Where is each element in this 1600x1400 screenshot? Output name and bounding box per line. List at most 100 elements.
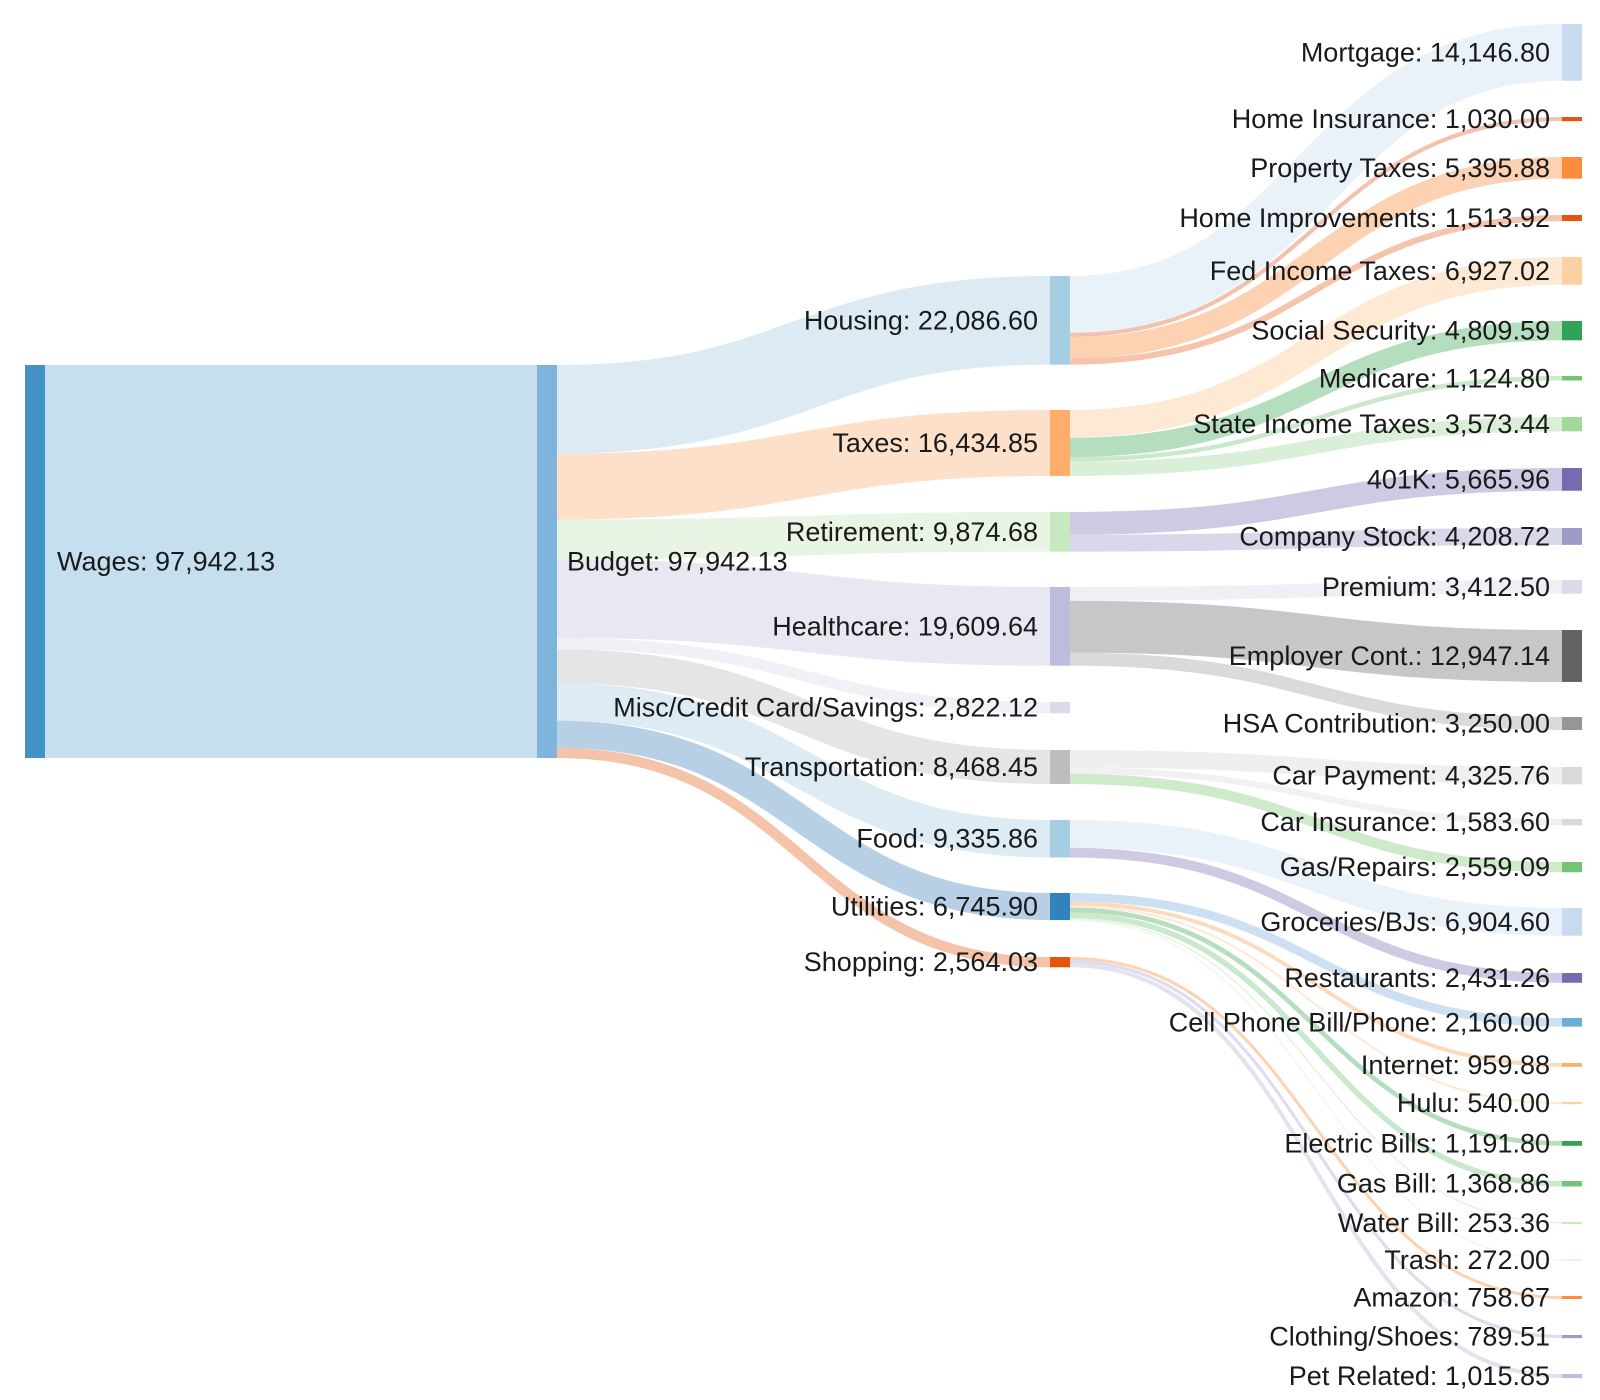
label-transportation: Transportation: 8,468.45 (745, 752, 1038, 782)
label-housing: Housing: 22,086.60 (804, 305, 1038, 335)
label-medicare: Medicare: 1,124.80 (1319, 363, 1550, 393)
link-utilities-to-internet (1069, 901, 1563, 1067)
label-budget: Budget: 97,942.13 (567, 547, 788, 577)
node-food (1050, 820, 1070, 858)
link-taxes-to-soc_sec (1069, 320, 1563, 458)
label-fed_tax: Fed Income Taxes: 6,927.02 (1210, 256, 1550, 286)
label-home_imp: Home Improvements: 1,513.92 (1179, 203, 1550, 233)
link-food-to-groceries (1069, 820, 1563, 936)
node-employer (1562, 630, 1582, 682)
label-pet: Pet Related: 1,015.85 (1289, 1361, 1550, 1391)
label-home_ins: Home Insurance: 1,030.00 (1232, 104, 1550, 134)
node-trash (1562, 1259, 1582, 1261)
link-wages-to-budget-band (45, 365, 537, 758)
node-cell (1562, 1018, 1582, 1027)
label-state_tax: State Income Taxes: 3,573.44 (1193, 409, 1550, 439)
label-internet: Internet: 959.88 (1361, 1050, 1550, 1080)
label-groceries: Groceries/BJs: 6,904.60 (1260, 907, 1550, 937)
link-budget-to-utilities (556, 720, 1051, 921)
node-gas_rep (1562, 862, 1582, 873)
link-taxes-to-state_tax (1069, 416, 1563, 476)
link-healthcare-to-hsa (1069, 652, 1563, 731)
node-groceries (1562, 908, 1582, 936)
link-retirement-to-comp_stock (1069, 528, 1563, 552)
label-hsa: HSA Contribution: 3,250.00 (1223, 709, 1550, 739)
link-utilities-to-cell (1069, 893, 1563, 1027)
node-premium (1562, 580, 1582, 594)
link-budget-to-food (556, 683, 1051, 858)
link-transportation-to-car_ins (1069, 767, 1563, 826)
link-housing-to-mortgage (1069, 23, 1563, 333)
node-wages (25, 365, 45, 758)
node-healthcare (1050, 587, 1070, 666)
node-car_pay (1562, 767, 1582, 785)
link-budget-to-transportation (556, 649, 1051, 784)
node-electric (1562, 1141, 1582, 1146)
label-car_ins: Car Insurance: 1,583.60 (1260, 807, 1550, 837)
link-healthcare-to-employer (1069, 600, 1563, 682)
node-clothing (1562, 1335, 1582, 1339)
link-shopping-to-amazon (1069, 956, 1563, 1300)
label-water: Water Bill: 253.36 (1338, 1208, 1550, 1238)
label-misc: Misc/Credit Card/Savings: 2,822.12 (613, 693, 1038, 723)
link-budget-to-misc (556, 637, 1051, 714)
label-food: Food: 9,335.86 (856, 824, 1038, 854)
node-hsa (1562, 717, 1582, 731)
label-prop_tax: Property Taxes: 5,395.88 (1250, 153, 1550, 183)
label-taxes: Taxes: 16,434.85 (832, 428, 1038, 458)
label-wages: Wages: 97,942.13 (57, 547, 275, 577)
label-soc_sec: Social Security: 4,809.59 (1251, 316, 1550, 346)
link-utilities-to-electric (1069, 907, 1563, 1146)
label-gas_bill: Gas Bill: 1,368.86 (1337, 1169, 1550, 1199)
link-housing-to-home_imp (1069, 214, 1563, 365)
node-restaurants (1562, 973, 1582, 983)
link-healthcare-to-premium (1069, 579, 1563, 601)
link-budget-to-retirement (556, 511, 1051, 560)
label-restaurants: Restaurants: 2,431.26 (1284, 963, 1550, 993)
label-cell: Cell Phone Bill/Phone: 2,160.00 (1169, 1007, 1550, 1037)
node-k401 (1562, 468, 1582, 491)
sankey-links (44, 23, 1563, 1379)
label-trash: Trash: 272.00 (1384, 1245, 1550, 1275)
node-retirement (1050, 512, 1070, 552)
label-hulu: Hulu: 540.00 (1397, 1088, 1550, 1118)
link-utilities-to-trash (1069, 919, 1563, 1261)
node-misc (1050, 702, 1070, 714)
label-k401: 401K: 5,665.96 (1367, 464, 1550, 494)
label-shopping: Shopping: 2,564.03 (804, 947, 1038, 977)
link-utilities-to-hulu (1069, 905, 1563, 1105)
node-transportation (1050, 750, 1070, 784)
node-medicare (1562, 376, 1582, 381)
label-mortgage: Mortgage: 14,146.80 (1301, 37, 1550, 67)
node-home_ins (1562, 117, 1582, 122)
label-healthcare: Healthcare: 19,609.64 (772, 611, 1038, 641)
label-employer: Employer Cont.: 12,947.14 (1229, 641, 1550, 671)
link-taxes-to-medicare (1069, 376, 1563, 462)
link-housing-to-home_ins (1069, 116, 1563, 337)
sankey-nodes (25, 24, 1582, 1379)
link-budget-to-taxes (556, 410, 1051, 520)
label-clothing: Clothing/Shoes: 789.51 (1269, 1322, 1550, 1352)
link-utilities-to-water (1069, 917, 1563, 1224)
node-internet (1562, 1063, 1582, 1067)
label-car_pay: Car Payment: 4,325.76 (1272, 761, 1550, 791)
sankey-labels: Wages: 97,942.13 Budget: 97,942.13 Housing… (57, 37, 1550, 1391)
node-utilities (1050, 893, 1070, 921)
node-soc_sec (1562, 321, 1582, 341)
link-budget-to-healthcare (556, 559, 1051, 666)
label-amazon: Amazon: 758.67 (1353, 1283, 1550, 1313)
node-prop_tax (1562, 157, 1582, 179)
node-housing (1050, 276, 1070, 365)
link-utilities-to-gas_bill (1069, 912, 1563, 1187)
link-taxes-to-fed_tax (1069, 257, 1563, 438)
link-budget-to-housing (556, 275, 1051, 454)
link-food-to-restaurants (1069, 847, 1563, 983)
node-budget (537, 365, 557, 758)
node-hulu (1562, 1102, 1582, 1105)
link-transportation-to-car_pay (1069, 750, 1563, 785)
node-shopping (1050, 957, 1070, 968)
node-comp_stock (1562, 528, 1582, 545)
label-gas_rep: Gas/Repairs: 2,559.09 (1280, 852, 1550, 882)
node-pet (1562, 1374, 1582, 1379)
